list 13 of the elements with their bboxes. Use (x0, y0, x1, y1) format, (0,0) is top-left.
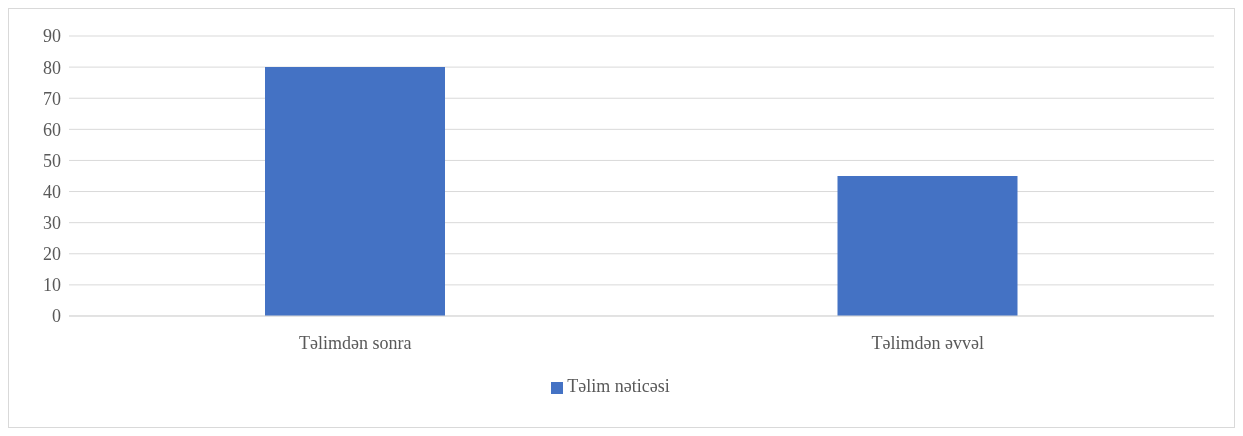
y-tick-label: 10 (43, 275, 61, 296)
x-tick-label: Təlimdən sonra (299, 332, 412, 353)
y-tick-label: 70 (43, 88, 61, 109)
legend-label: Təlim nəticəsi (567, 376, 670, 396)
y-tick-label: 90 (43, 26, 61, 47)
y-tick-label: 80 (43, 57, 61, 78)
y-tick-label: 0 (52, 306, 61, 327)
x-tick-label: Təlimdən əvvəl (871, 332, 984, 353)
y-tick-label: 50 (43, 150, 61, 171)
y-tick-label: 20 (43, 244, 61, 265)
y-tick-label: 60 (43, 119, 61, 140)
y-tick-label: 30 (43, 213, 61, 234)
y-tick-label: 40 (43, 181, 61, 202)
